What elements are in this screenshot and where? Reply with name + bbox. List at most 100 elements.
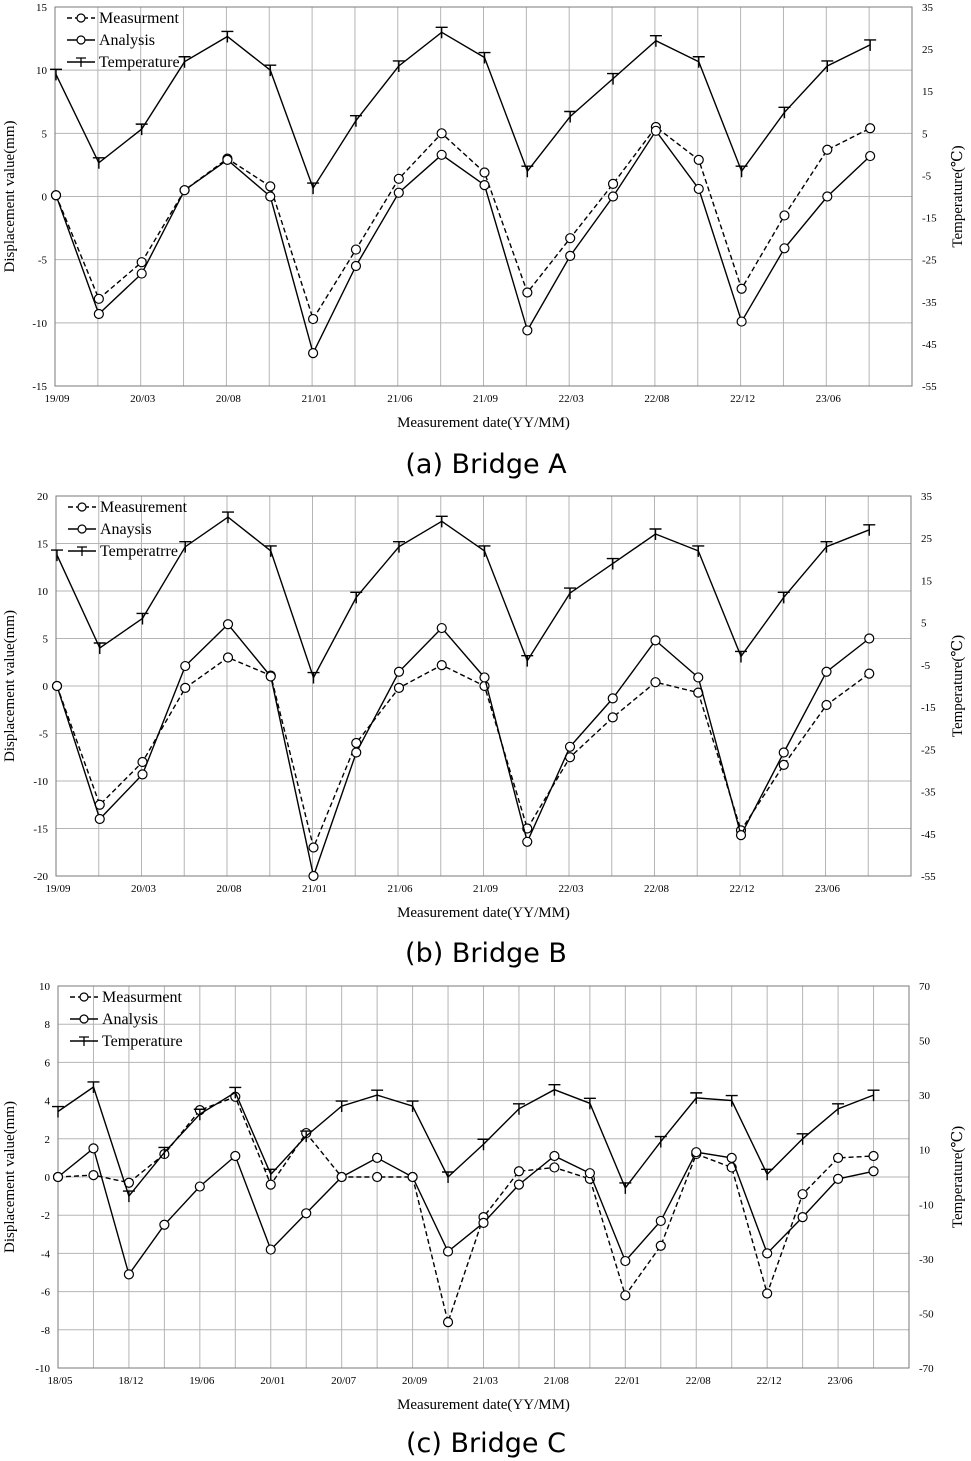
series-line — [57, 1095, 874, 1325]
y-axis-title: Displacement value(mm) — [2, 1101, 18, 1253]
y-tick-label: 10 — [36, 65, 48, 77]
data-point — [606, 557, 619, 570]
y2-tick-label: -25 — [921, 744, 936, 756]
data-point — [797, 1212, 808, 1223]
data-point — [51, 680, 63, 692]
data-point — [301, 1208, 312, 1219]
x-tick-label: 21/01 — [302, 883, 327, 895]
data-point — [564, 110, 577, 123]
data-point — [479, 180, 490, 191]
series-temperatrre — [51, 511, 876, 684]
data-point — [479, 167, 490, 178]
y-tick-label: 20 — [37, 491, 49, 503]
data-point — [692, 545, 705, 557]
y2-tick-label: -10 — [919, 1199, 934, 1211]
y2-axis-title: Temperature(℃) — [950, 635, 966, 737]
data-point — [821, 60, 834, 72]
data-point — [832, 1152, 844, 1164]
y2-tick-label: 50 — [919, 1036, 931, 1048]
y-tick-label: 2 — [45, 1134, 51, 1146]
legend-marker — [76, 13, 86, 23]
data-point — [229, 1086, 242, 1099]
y2-tick-label: 30 — [919, 1090, 931, 1102]
legend: Measurment Analysis Temperature — [67, 10, 180, 71]
data-point — [336, 1171, 347, 1183]
data-point — [307, 182, 320, 195]
data-point — [779, 210, 790, 221]
legend-label: Temperature — [102, 1033, 183, 1050]
x-tick-label: 20/08 — [216, 393, 242, 405]
data-point — [180, 682, 191, 694]
data-point — [265, 1179, 276, 1190]
legend-label: Temperatrre — [100, 543, 178, 560]
y2-axis-title: Temperature(℃) — [950, 145, 966, 247]
data-point — [179, 185, 190, 196]
data-point — [436, 622, 447, 634]
y-tick-label: -2 — [41, 1210, 50, 1222]
data-point — [135, 123, 148, 136]
y2-tick-label: -45 — [921, 829, 936, 841]
y2-tick-label: -5 — [922, 170, 932, 182]
legend-marker — [76, 35, 86, 45]
y2-tick-label: 5 — [921, 618, 927, 630]
x-tick-label: 21/03 — [473, 1375, 499, 1387]
y2-tick-label: -55 — [921, 871, 936, 883]
y-tick-label: -5 — [39, 729, 49, 741]
y-tick-label: 8 — [45, 1019, 51, 1031]
legend-label: Analysis — [102, 1011, 158, 1028]
chart-caption: (c) Bridge C — [406, 1428, 566, 1459]
data-point — [92, 157, 105, 169]
data-point — [123, 1269, 135, 1280]
y2-tick-label: -45 — [922, 339, 937, 351]
y-tick-label: -10 — [35, 1363, 50, 1375]
data-point — [479, 672, 490, 683]
legend-marker — [77, 546, 87, 556]
y2-tick-label: 5 — [922, 128, 928, 140]
data-point — [864, 39, 877, 51]
data-point — [350, 260, 362, 272]
data-point — [522, 325, 533, 336]
data-point — [548, 1083, 561, 1096]
data-point — [761, 1168, 774, 1181]
data-point — [435, 515, 448, 528]
data-point — [393, 540, 405, 553]
data-point — [735, 165, 748, 178]
data-point — [864, 668, 875, 679]
y2-tick-label: -30 — [919, 1254, 934, 1266]
y-tick-label: -10 — [32, 318, 47, 330]
data-point — [435, 26, 448, 39]
y2-tick-label: -25 — [922, 255, 937, 267]
data-point — [442, 1246, 454, 1257]
data-point — [865, 123, 876, 134]
x-tick-label: 20/07 — [331, 1375, 357, 1387]
data-point — [649, 34, 662, 47]
data-point — [393, 682, 405, 694]
x-tick-label: 22/03 — [558, 883, 584, 895]
data-point — [179, 540, 192, 553]
y-tick-label: -6 — [41, 1287, 51, 1299]
data-point — [93, 642, 106, 654]
x-tick-label: 21/06 — [387, 393, 413, 405]
x-tick-label: 21/08 — [544, 1375, 570, 1387]
data-point — [735, 650, 747, 663]
x-tick-label: 23/06 — [815, 883, 841, 895]
legend: Measurement Anaysis Temperatrre — [68, 499, 188, 560]
data-point — [726, 1152, 737, 1164]
data-point — [307, 671, 320, 684]
data-point — [565, 250, 576, 261]
y-tick-label: 10 — [39, 981, 51, 993]
y2-tick-label: 35 — [922, 2, 934, 14]
y2-tick-label: 35 — [921, 491, 933, 503]
data-point — [693, 154, 704, 165]
x-tick-label: 18/05 — [47, 1375, 73, 1387]
chart-caption: (b) Bridge B — [405, 938, 567, 969]
y2-tick-label: 70 — [919, 981, 931, 993]
data-point — [607, 72, 620, 85]
data-point — [865, 150, 876, 162]
data-point — [88, 1169, 99, 1181]
series-line — [57, 1085, 874, 1198]
y-tick-label: 10 — [37, 586, 49, 598]
y2-tick-label: 25 — [921, 533, 933, 545]
legend-label: Measurement — [100, 499, 188, 516]
